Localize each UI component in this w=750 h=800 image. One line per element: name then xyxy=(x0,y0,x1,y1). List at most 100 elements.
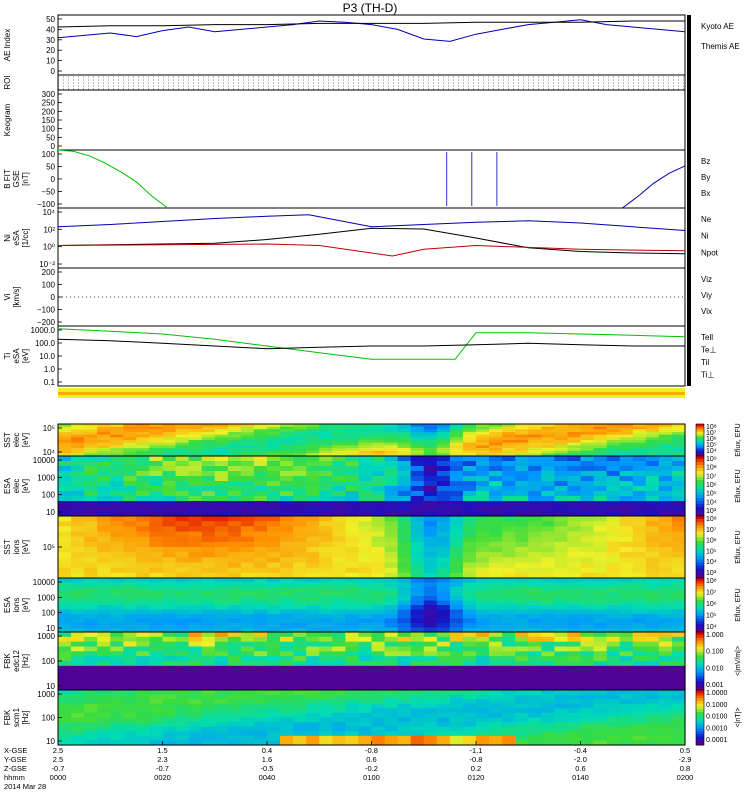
spectrogram-cell xyxy=(71,536,85,543)
spectrogram-cell xyxy=(489,703,503,709)
colorbar-cell xyxy=(696,451,704,454)
spectrogram-cell xyxy=(515,632,529,638)
spectrogram-cell xyxy=(476,722,490,728)
spectrogram-cell xyxy=(84,582,98,588)
spectrogram-cell xyxy=(58,440,72,444)
colorbar-cell xyxy=(696,454,704,457)
ylabel-fbke: [Hz] xyxy=(21,654,30,668)
spectrogram-cell xyxy=(136,591,151,597)
spectrogram-cell xyxy=(267,646,281,652)
spectrogram-cell xyxy=(593,690,608,696)
spectrogram-cell xyxy=(502,541,516,548)
spectrogram-cell xyxy=(188,442,203,446)
spectrogram-cell xyxy=(384,623,399,629)
spectrogram-cell xyxy=(345,690,360,696)
spectrogram-cell xyxy=(227,735,242,742)
spectrogram-cell xyxy=(476,708,490,714)
spectrogram-cell xyxy=(84,536,98,543)
spectrogram-cell xyxy=(136,437,151,441)
spectrogram-cell xyxy=(489,448,503,452)
spectrogram-cell xyxy=(567,596,582,602)
spectrogram-cell xyxy=(293,627,307,633)
spectrogram-cell xyxy=(502,717,516,723)
spectrogram-cell xyxy=(658,675,673,681)
spectrogram-cell xyxy=(123,618,137,624)
spectrogram-cell xyxy=(606,521,621,527)
spectrogram-cell xyxy=(476,627,490,633)
spectrogram-cell xyxy=(541,641,555,648)
spectrogram-cell xyxy=(293,429,307,433)
spectrogram-cell xyxy=(619,466,634,472)
spectrogram-cell xyxy=(58,665,72,672)
spectrogram-cell xyxy=(136,703,151,709)
spectrogram-cell xyxy=(149,426,164,430)
spectrogram-cell xyxy=(436,562,451,569)
spectrogram-cell xyxy=(71,578,85,584)
colorbar-tick: 10⁶ xyxy=(706,538,717,545)
spectrogram-cell xyxy=(201,442,216,446)
colorbar-cell xyxy=(696,583,704,587)
spectrogram-cell xyxy=(449,445,464,449)
spectrogram-cell xyxy=(58,424,72,428)
spectrogram-cell xyxy=(319,665,333,672)
spectrogram-cell xyxy=(462,496,477,502)
spectrogram-cell xyxy=(58,703,72,709)
spectrogram-cell xyxy=(671,618,686,624)
spectrogram-cell xyxy=(175,536,190,543)
spectrogram-cell xyxy=(645,442,660,446)
spectrogram-cell xyxy=(319,434,333,438)
spectrogram-cell xyxy=(645,547,660,553)
spectrogram-cell xyxy=(293,665,307,672)
spectrogram-cell xyxy=(671,690,686,696)
spectrogram-cell xyxy=(162,481,177,487)
spectrogram-cell xyxy=(345,703,360,709)
spectrogram-cell xyxy=(645,429,660,433)
ytick-label: 0.1 xyxy=(44,378,56,387)
spectrogram-cell xyxy=(476,641,490,648)
spectrogram-cell xyxy=(489,651,503,657)
spectrogram-cell xyxy=(645,675,660,681)
spectrogram-cell xyxy=(332,708,346,714)
spectrogram-cell xyxy=(267,432,281,436)
spectrogram-cell xyxy=(175,596,190,602)
spectrogram-cell xyxy=(175,651,190,657)
spectrogram-cell xyxy=(149,557,164,564)
spectrogram-cell xyxy=(84,547,98,553)
spectrogram-cell xyxy=(371,426,386,430)
spectrogram-cell xyxy=(645,699,660,705)
spectrogram-cell xyxy=(658,623,673,629)
spectrogram-cell xyxy=(397,641,412,648)
spectrogram-cell xyxy=(293,536,307,543)
spectrogram-cell xyxy=(462,605,477,611)
spectrogram-cell xyxy=(645,424,660,428)
spectrogram-cell xyxy=(515,605,529,611)
spectrogram-cell xyxy=(175,531,190,538)
spectrogram-cell xyxy=(332,685,346,691)
spectrogram-cell xyxy=(71,614,85,620)
spectrogram-cell xyxy=(606,501,621,507)
spectrogram-cell xyxy=(606,703,621,709)
spectrogram-cell xyxy=(358,699,373,705)
spectrogram-cell xyxy=(632,567,647,574)
spectrogram-cell xyxy=(567,708,582,714)
spectrogram-cell xyxy=(358,486,373,492)
spectrogram-cell xyxy=(162,476,177,482)
spectrogram-cell xyxy=(162,680,177,686)
spectrogram-cell xyxy=(253,641,268,648)
spectrogram-cell xyxy=(423,735,438,742)
spectrogram-cell xyxy=(436,641,451,648)
spectrogram-cell xyxy=(280,501,294,507)
spectrogram-cell xyxy=(267,536,281,543)
spectrogram-cell xyxy=(593,675,608,681)
spectrogram-cell xyxy=(489,605,503,611)
spectrogram-cell xyxy=(567,572,582,579)
spectrogram-cell xyxy=(332,453,346,457)
spectrogram-cell xyxy=(489,627,503,633)
spectrogram-cell xyxy=(397,456,412,462)
spectrogram-cell xyxy=(397,636,412,643)
spectrogram-cell xyxy=(580,456,595,462)
spectrogram-cell xyxy=(671,456,686,462)
spectrogram-cell xyxy=(541,552,555,558)
spectrogram-cell xyxy=(489,516,503,522)
spectrogram-cell xyxy=(580,486,595,492)
